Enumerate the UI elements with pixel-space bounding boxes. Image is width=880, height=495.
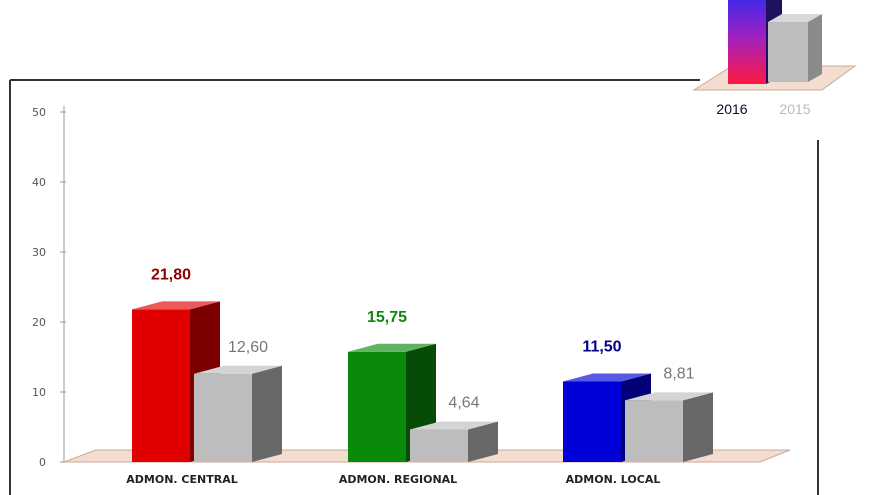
legend-label-2015: 2015 [779,101,810,117]
bar-2015-0 [194,365,282,462]
data-label-2016-1: 15,75 [367,309,407,326]
category-label: ADMON. REGIONAL [339,473,457,486]
legend-label-2016: 2016 [716,101,747,117]
bar-2016-0 [132,301,220,462]
legend-swatch-2015 [768,14,822,82]
data-label-2016-2: 11,50 [582,339,621,356]
y-tick-label: 30 [32,246,46,259]
data-label-2015-2: 8,81 [663,365,694,382]
bar-2015-1 [410,421,498,462]
y-tick-label: 0 [39,456,46,469]
y-tick-label: 20 [32,316,46,329]
y-tick-label: 10 [32,386,46,399]
data-label-2016-0: 21,80 [151,266,191,283]
chart-frame [9,79,819,495]
bar-2015-2 [625,392,713,462]
y-tick-label: 50 [32,106,46,119]
category-label: ADMON. CENTRAL [126,473,237,486]
y-tick-label: 40 [32,176,46,189]
category-label: ADMON. LOCAL [566,473,661,486]
data-label-2015-1: 4,64 [448,395,479,412]
data-label-2015-0: 12,60 [228,339,268,356]
